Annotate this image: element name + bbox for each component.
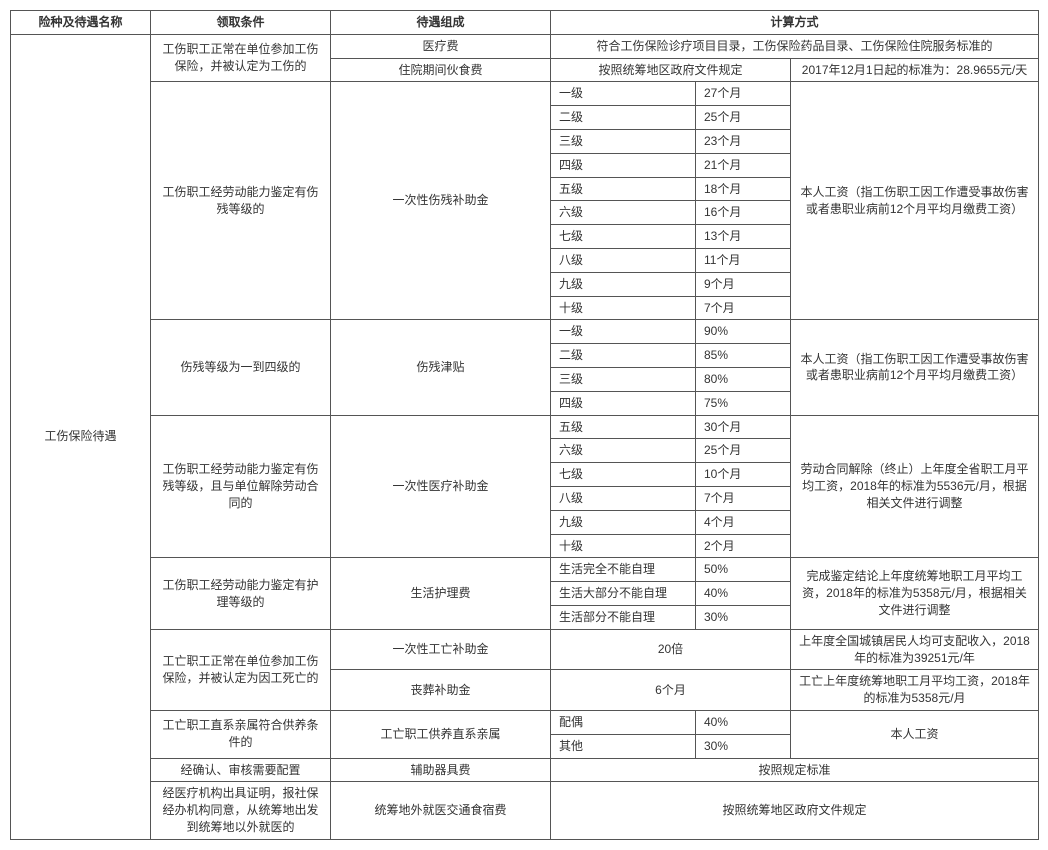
comp-medical-allowance: 一次性医疗补助金 [331, 415, 551, 558]
pct-90: 90% [696, 320, 791, 344]
level-7: 七级 [551, 225, 696, 249]
months-4: 4个月 [696, 510, 791, 534]
care-part: 生活部分不能自理 [551, 605, 696, 629]
months-21: 21个月 [696, 153, 791, 177]
comp-medical: 医疗费 [331, 34, 551, 58]
condition-7: 工亡职工直系亲属符合供养条件的 [151, 710, 331, 758]
level-5: 五级 [551, 177, 696, 201]
insurance-benefit-table: 险种及待遇名称 领取条件 待遇组成 计算方式 工伤保险待遇 工伤职工正常在单位参… [10, 10, 1039, 840]
sub-level-4: 四级 [551, 391, 696, 415]
pct-80: 80% [696, 367, 791, 391]
comp-disability-allowance: 一次性伤残补助金 [331, 82, 551, 320]
calc-food-right: 2017年12月1日起的标准为：28.9655元/天 [791, 58, 1039, 82]
level-10: 十级 [551, 296, 696, 320]
sub-level-2: 二级 [551, 344, 696, 368]
header-condition: 领取条件 [151, 11, 331, 35]
dep-spouse: 配偶 [551, 710, 696, 734]
months-11: 11个月 [696, 248, 791, 272]
calc-medical: 符合工伤保险诊疗项目目录，工伤保险药品目录、工伤保险住院服务标准的 [551, 34, 1039, 58]
comp-care-fee: 生活护理费 [331, 558, 551, 629]
header-category: 险种及待遇名称 [11, 11, 151, 35]
months-10: 10个月 [696, 463, 791, 487]
care-full: 生活完全不能自理 [551, 558, 696, 582]
level-2: 二级 [551, 106, 696, 130]
dep-other: 其他 [551, 734, 696, 758]
med-level-10: 十级 [551, 534, 696, 558]
med-level-5: 五级 [551, 415, 696, 439]
comp-aux-device: 辅助器具费 [331, 758, 551, 782]
calc-wage-desc-2: 本人工资（指工伤职工因工作遭受事故伤害或者患职业病前12个月平均月缴费工资） [791, 320, 1039, 415]
sub-level-1: 一级 [551, 320, 696, 344]
months-25b: 25个月 [696, 439, 791, 463]
months-2: 2个月 [696, 534, 791, 558]
condition-6: 工亡职工正常在单位参加工伤保险，并被认定为因工死亡的 [151, 629, 331, 710]
med-level-6: 六级 [551, 439, 696, 463]
comp-food: 住院期间伙食费 [331, 58, 551, 82]
care-most: 生活大部分不能自理 [551, 582, 696, 606]
months-18: 18个月 [696, 177, 791, 201]
header-calc: 计算方式 [551, 11, 1039, 35]
calc-food-left: 按照统筹地区政府文件规定 [551, 58, 791, 82]
months-7: 7个月 [696, 296, 791, 320]
comp-dependents: 工亡职工供养直系亲属 [331, 710, 551, 758]
level-8: 八级 [551, 248, 696, 272]
header-component: 待遇组成 [331, 11, 551, 35]
level-1: 一级 [551, 82, 696, 106]
condition-5: 工伤职工经劳动能力鉴定有护理等级的 [151, 558, 331, 629]
months-16: 16个月 [696, 201, 791, 225]
care-pct-30: 30% [696, 605, 791, 629]
pct-85: 85% [696, 344, 791, 368]
months-25: 25个月 [696, 106, 791, 130]
care-pct-40: 40% [696, 582, 791, 606]
months-27: 27个月 [696, 82, 791, 106]
level-3: 三级 [551, 129, 696, 153]
calc-travel-desc: 按照统筹地区政府文件规定 [551, 782, 1039, 839]
dep-pct-30: 30% [696, 734, 791, 758]
care-pct-50: 50% [696, 558, 791, 582]
level-4: 四级 [551, 153, 696, 177]
calc-province-wage: 劳动合同解除（终止）上年度全省职工月平均工资，2018年的标准为5536元/月，… [791, 415, 1039, 558]
med-level-9: 九级 [551, 510, 696, 534]
comp-funeral: 丧葬补助金 [331, 670, 551, 711]
condition-8: 经确认、审核需要配置 [151, 758, 331, 782]
med-level-8: 八级 [551, 486, 696, 510]
level-9: 九级 [551, 272, 696, 296]
condition-4: 工伤职工经劳动能力鉴定有伤残等级，且与单位解除劳动合同的 [151, 415, 331, 558]
calc-dependent-desc: 本人工资 [791, 710, 1039, 758]
condition-9: 经医疗机构出具证明，报社保经办机构同意，从统筹地出发到统筹地以外就医的 [151, 782, 331, 839]
calc-wage-desc: 本人工资（指工伤职工因工作遭受事故伤害或者患职业病前12个月平均月缴费工资） [791, 82, 1039, 320]
months-30: 30个月 [696, 415, 791, 439]
level-6: 六级 [551, 201, 696, 225]
months-13: 13个月 [696, 225, 791, 249]
condition-2: 工伤职工经劳动能力鉴定有伤残等级的 [151, 82, 331, 320]
comp-travel: 统筹地外就医交通食宿费 [331, 782, 551, 839]
months-9: 9个月 [696, 272, 791, 296]
dep-pct-40: 40% [696, 710, 791, 734]
calc-care-desc: 完成鉴定结论上年度统筹地职工月平均工资，2018年的标准为5358元/月，根据相… [791, 558, 1039, 629]
main-category: 工伤保险待遇 [11, 34, 151, 839]
condition-1: 工伤职工正常在单位参加工伤保险，并被认定为工伤的 [151, 34, 331, 82]
calc-aux-desc: 按照规定标准 [551, 758, 1039, 782]
funeral-months: 6个月 [551, 670, 791, 711]
med-level-7: 七级 [551, 463, 696, 487]
calc-funeral-desc: 工亡上年度统筹地职工月平均工资，2018年的标准为5358元/月 [791, 670, 1039, 711]
pct-75: 75% [696, 391, 791, 415]
sub-level-3: 三级 [551, 367, 696, 391]
comp-disability-subsidy: 伤残津贴 [331, 320, 551, 415]
months-23: 23个月 [696, 129, 791, 153]
condition-3: 伤残等级为一到四级的 [151, 320, 331, 415]
months-7b: 7个月 [696, 486, 791, 510]
